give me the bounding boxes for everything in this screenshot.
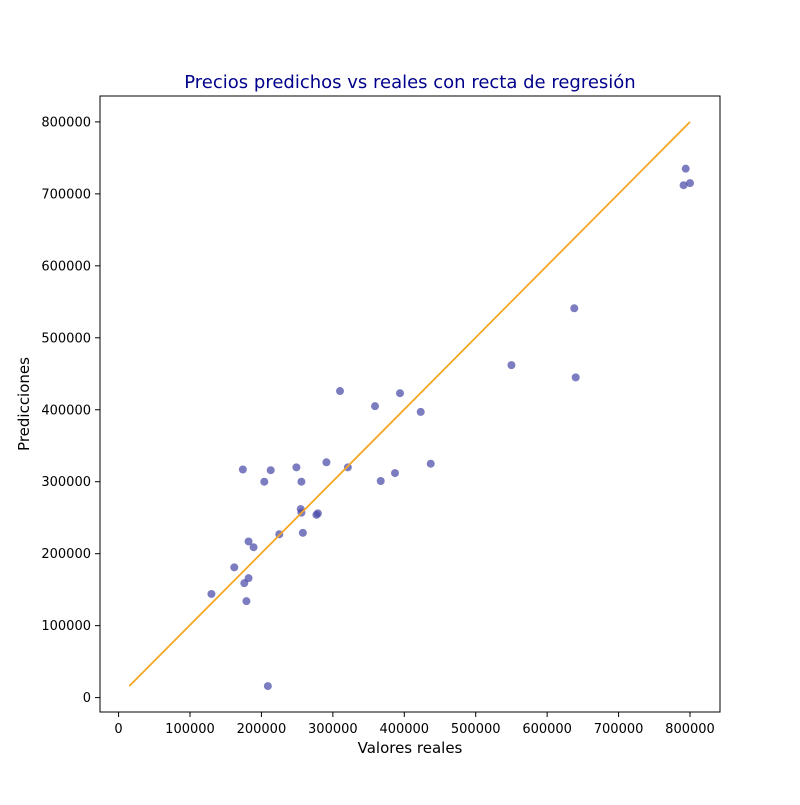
data-point (322, 458, 331, 467)
x-tick-label: 700000 (594, 722, 644, 737)
data-point (371, 402, 379, 411)
data-point (238, 465, 247, 474)
data-point (244, 574, 253, 583)
data-point (230, 563, 239, 572)
x-tick-label: 300000 (308, 722, 358, 737)
data-point (336, 387, 344, 396)
data-point (686, 179, 694, 188)
data-point (570, 304, 579, 313)
x-tick-label: 500000 (451, 722, 501, 737)
data-point (292, 463, 301, 472)
x-tick-label: 400000 (379, 722, 429, 737)
y-axis-title: Predicciones (15, 357, 33, 451)
x-axis-ticks: 0 100000 200000 300000 400000 500000 600000 700… (114, 712, 715, 737)
x-tick-label: 200000 (237, 722, 287, 737)
y-tick-label: 700000 (41, 187, 91, 202)
data-point (249, 543, 258, 552)
regression-line-path (128, 121, 691, 687)
data-point (297, 477, 306, 486)
y-axis-ticks: 0 100000 200000 300000 400000 500000 600000 700… (41, 115, 100, 706)
y-tick-label: 400000 (41, 403, 91, 418)
data-point (242, 597, 251, 606)
x-tick-label: 0 (114, 722, 122, 737)
x-axis-title: Valores reales (358, 739, 463, 757)
data-point (207, 589, 216, 598)
data-point (679, 181, 688, 190)
data-point (391, 469, 399, 478)
data-point (426, 459, 435, 468)
data-point (507, 361, 516, 370)
data-point (681, 164, 690, 173)
x-tick-label: 600000 (522, 722, 572, 737)
plot-frame (99, 95, 721, 713)
data-point (266, 466, 275, 475)
data-point (298, 528, 307, 537)
y-tick-label: 500000 (41, 331, 91, 346)
y-tick-label: 200000 (41, 547, 91, 562)
data-point (260, 477, 269, 486)
y-tick-label: 300000 (41, 475, 91, 490)
y-tick-label: 600000 (41, 259, 91, 274)
data-point (244, 537, 253, 546)
data-point (416, 407, 425, 416)
y-tick-label: 100000 (41, 619, 91, 634)
y-tick-label: 800000 (41, 115, 91, 130)
data-point (313, 509, 322, 518)
regression-line (128, 121, 691, 687)
data-point (263, 682, 272, 691)
chart-title: Precios predichos vs reales con recta de… (184, 72, 635, 93)
y-tick-label: 0 (83, 691, 91, 706)
x-tick-label: 800000 (665, 722, 715, 737)
x-tick-label: 100000 (165, 722, 215, 737)
data-point (376, 477, 385, 485)
data-point (396, 389, 404, 398)
data-point (571, 373, 580, 382)
